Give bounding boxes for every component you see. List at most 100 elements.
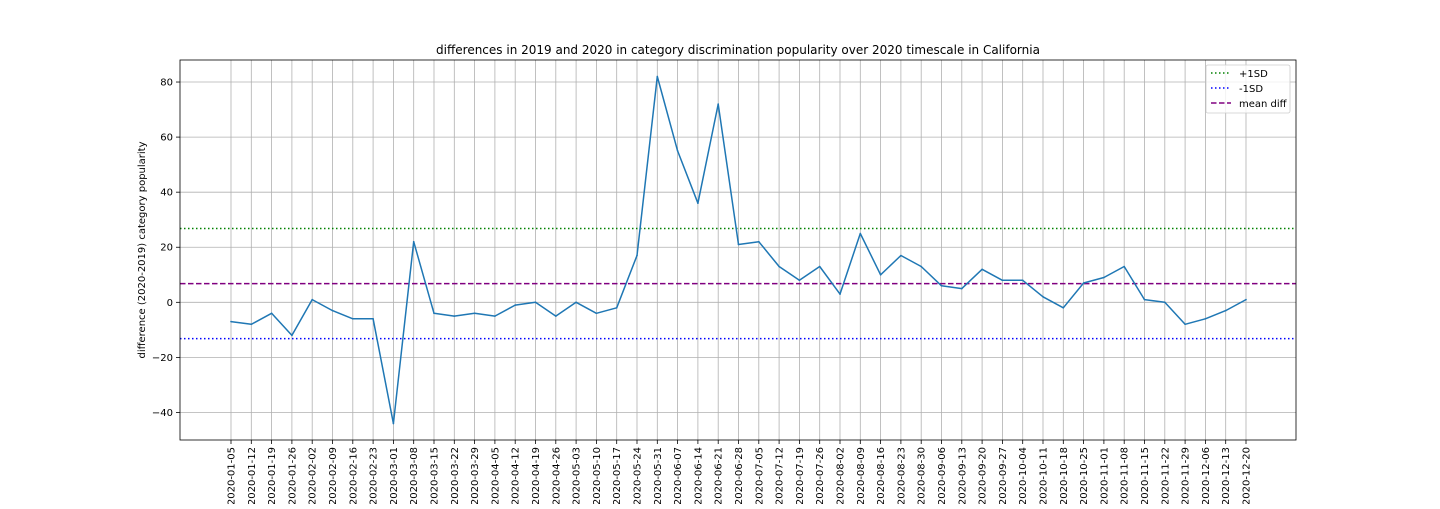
y-axis-ticks: −40 −20 0 20 40 60 80 [152, 78, 180, 419]
data-point [311, 298, 314, 301]
x-tick-label: 2020-06-28 [734, 447, 745, 504]
data-point [433, 312, 435, 315]
x-tick-label: 2020-11-29 [1181, 447, 1192, 504]
data-point [615, 307, 618, 309]
x-tick-label: 2020-08-30 [917, 447, 928, 504]
data-point [961, 287, 963, 290]
data-point [1224, 309, 1227, 312]
data-point [1164, 301, 1166, 304]
x-tick-label: 2020-09-27 [998, 447, 1009, 504]
x-tick-label: 2020-11-15 [1140, 447, 1151, 504]
x-tick-label: 2020-10-11 [1039, 447, 1050, 504]
y-tick-label: 0 [167, 298, 173, 309]
data-point [575, 301, 577, 304]
chart-title: differences in 2019 and 2020 in category… [436, 43, 1040, 57]
data-point [737, 243, 740, 246]
x-tick-label: 2020-10-18 [1059, 447, 1070, 504]
data-point [1062, 307, 1065, 309]
x-tick-label: 2020-05-31 [653, 447, 664, 504]
x-tick-label: 2020-03-15 [430, 447, 441, 504]
x-tick-label: 2020-07-05 [754, 447, 765, 504]
data-point [1123, 265, 1125, 268]
x-tick-label: 2020-08-23 [896, 447, 907, 504]
data-point [717, 103, 719, 105]
legend-label-mean-diff: mean diff [1239, 99, 1288, 110]
data-point [595, 312, 598, 315]
x-tick-label: 2020-02-02 [308, 447, 319, 504]
x-tick-label: 2020-12-13 [1221, 447, 1232, 504]
data-point [839, 293, 841, 295]
data-point [392, 422, 395, 425]
x-tick-label: 2020-02-09 [328, 447, 339, 504]
x-tick-label: 2020-09-13 [957, 447, 968, 504]
grid-lines [180, 60, 1296, 440]
data-point [291, 334, 293, 337]
x-tick-label: 2020-04-12 [511, 447, 522, 504]
data-point [250, 323, 253, 326]
y-tick-label: 20 [160, 243, 173, 254]
data-point [270, 312, 273, 315]
x-axis-ticks: 2020-01-05 2020-01-12 2020-01-19 2020-01-26… [227, 440, 1253, 505]
reference-lines [180, 227, 1296, 340]
x-tick-label: 2020-09-20 [978, 447, 989, 504]
y-tick-label: 40 [160, 188, 173, 199]
data-point [1103, 276, 1105, 279]
y-tick-label: 60 [160, 133, 173, 144]
x-tick-label: 2020-02-23 [369, 447, 380, 504]
x-tick-label: 2020-06-07 [673, 447, 684, 504]
x-tick-label: 2020-08-02 [836, 447, 847, 504]
x-tick-label: 2020-01-19 [267, 447, 278, 504]
data-point [859, 232, 862, 235]
x-tick-label: 2020-08-09 [856, 447, 867, 504]
legend: +1SD -1SD mean diff [1205, 64, 1291, 114]
data-point [1204, 318, 1207, 320]
x-tick-label: 2020-05-17 [612, 447, 623, 504]
legend-box [1205, 64, 1291, 114]
x-tick-label: 2020-01-05 [227, 447, 238, 504]
x-tick-label: 2020-08-16 [876, 447, 887, 504]
x-tick-label: 2020-04-05 [490, 447, 501, 504]
data-point [879, 274, 882, 276]
plot-area-frame [179, 59, 1297, 441]
data-point [636, 254, 638, 257]
data-point [981, 268, 983, 271]
x-tick-label: 2020-03-22 [450, 447, 461, 504]
y-tick-label: 80 [160, 78, 173, 89]
x-tick-label: 2020-01-26 [287, 447, 298, 504]
x-tick-label: 2020-03-29 [470, 447, 481, 504]
y-tick-label: −20 [152, 353, 173, 364]
x-tick-label: 2020-04-26 [551, 447, 562, 504]
data-point [453, 315, 456, 317]
x-tick-label: 2020-10-04 [1018, 447, 1029, 504]
legend-label-plus-1sd: +1SD [1239, 69, 1268, 80]
data-point [555, 315, 557, 317]
data-point [473, 312, 476, 315]
data-point [1245, 298, 1247, 301]
x-tick-label: 2020-11-22 [1160, 447, 1171, 504]
x-tick-label: 2020-07-26 [815, 447, 826, 504]
data-point [940, 285, 943, 287]
data-point [656, 75, 659, 78]
x-tick-label: 2020-11-08 [1120, 447, 1131, 504]
x-tick-label: 2020-04-19 [531, 447, 542, 504]
x-tick-label: 2020-02-16 [348, 447, 359, 504]
data-point [1021, 279, 1024, 282]
x-tick-label: 2020-11-01 [1099, 447, 1110, 504]
data-point [494, 315, 496, 317]
data-point [1184, 323, 1186, 326]
x-tick-label: 2020-06-14 [693, 447, 704, 504]
data-point [758, 240, 760, 243]
x-tick-label: 2020-07-12 [775, 447, 786, 504]
x-tick-label: 2020-01-12 [247, 447, 258, 504]
data-series [230, 75, 1247, 425]
x-tick-label: 2020-09-06 [937, 447, 948, 504]
legend-label-minus-1sd: -1SD [1239, 84, 1263, 95]
data-point [412, 240, 415, 243]
y-axis-label: difference (2020-2019) category populari… [137, 141, 148, 358]
data-point [676, 150, 679, 152]
x-tick-label: 2020-07-19 [795, 447, 806, 504]
data-point [331, 309, 334, 312]
